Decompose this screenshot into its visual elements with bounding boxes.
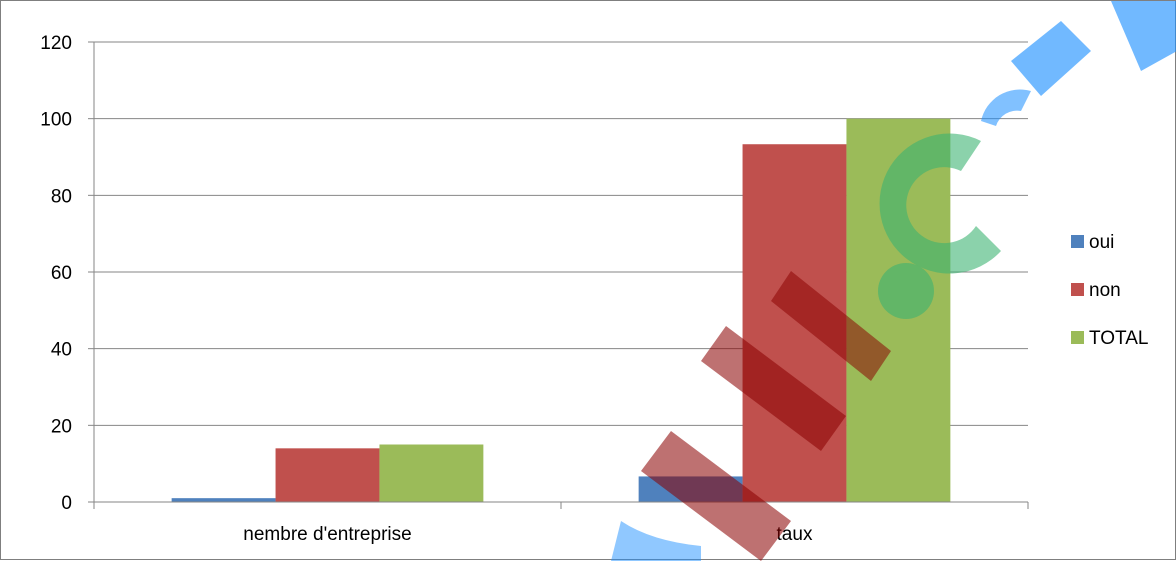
watermark-letter: [1011, 21, 1091, 96]
bar-oui-1: [171, 498, 276, 502]
legend-swatch-total: [1071, 331, 1084, 344]
y-tick-label: 100: [40, 110, 72, 131]
watermark-swash: [611, 521, 701, 561]
watermark-letter: [879, 133, 1001, 274]
bar-total-1: [379, 444, 484, 502]
x-axis: nembre d'entreprise taux: [93, 501, 1029, 545]
y-tick-label: 60: [51, 263, 72, 284]
y-tick-label: 80: [51, 186, 72, 207]
watermark-stroke: [641, 431, 791, 561]
legend-label-oui: oui: [1089, 232, 1114, 253]
legend-label-non: non: [1089, 280, 1121, 301]
legend-label-total: TOTAL: [1089, 328, 1148, 349]
bar-non-1: [275, 448, 380, 502]
y-tick-label: 0: [61, 493, 72, 514]
watermark: [611, 1, 1176, 561]
legend-swatch-oui: [1071, 235, 1084, 248]
watermark-letter: [1111, 1, 1176, 71]
legend: oui non TOTAL: [1071, 232, 1148, 349]
watermark-letter: [981, 89, 1031, 126]
watermark-stroke: [771, 271, 891, 381]
y-tick-label: 20: [51, 416, 72, 437]
watermark-dot: [878, 263, 934, 319]
legend-swatch-non: [1071, 283, 1084, 296]
y-tick-label: 40: [51, 340, 72, 361]
watermark-stroke: [701, 326, 846, 451]
y-tick-label: 120: [40, 33, 72, 54]
x-tick-label: nembre d'entreprise: [243, 524, 411, 545]
y-axis: 0 20 40 60 80 100 120: [40, 33, 95, 514]
x-tick-label: taux: [777, 524, 813, 545]
